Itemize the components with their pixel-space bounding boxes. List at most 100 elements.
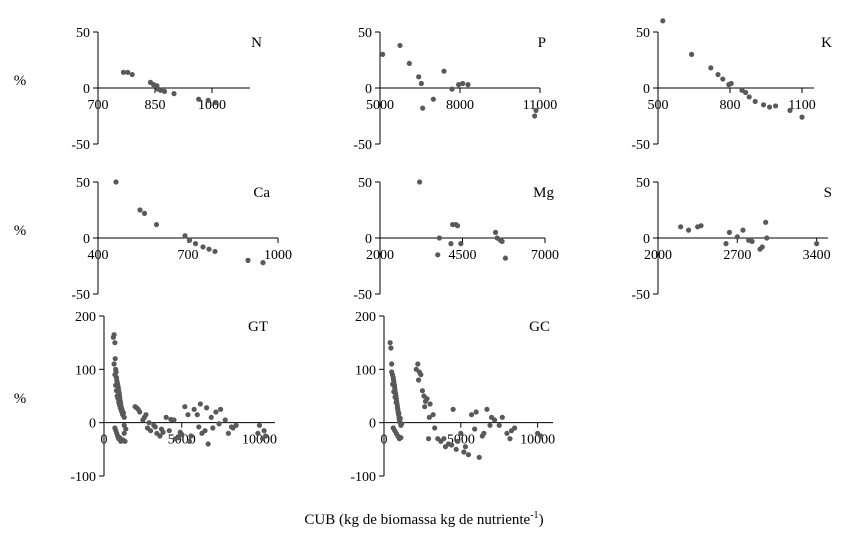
- x-tick-label: 800: [720, 98, 741, 113]
- panel-mg: 50 0 -50 2000 4500 7000 Mg: [353, 176, 559, 303]
- panel-title: Mg: [533, 185, 554, 201]
- y-tick-label: -50: [71, 288, 90, 303]
- x-tick-label: 2700: [723, 248, 751, 263]
- data-point: [176, 435, 182, 441]
- x-tick-label: 700: [88, 98, 109, 113]
- data-point: [426, 414, 432, 420]
- data-point: [166, 428, 172, 434]
- data-point: [111, 332, 117, 338]
- data-point: [389, 361, 395, 367]
- data-point: [448, 241, 454, 247]
- data-point: [767, 104, 773, 110]
- data-point: [188, 433, 194, 439]
- y-tick-label: 0: [365, 82, 372, 97]
- data-point: [454, 223, 461, 229]
- data-point: [225, 430, 231, 436]
- data-point: [153, 221, 160, 228]
- data-point: [120, 437, 126, 443]
- x-tick-label: 2000: [366, 248, 394, 263]
- data-point: [533, 107, 539, 113]
- data-point: [465, 82, 471, 88]
- data-point: [441, 68, 447, 74]
- x-axis-label: CUB (kg de biomassa kg de nutriente-1): [304, 510, 544, 528]
- data-point: [728, 80, 734, 87]
- data-point: [453, 446, 459, 452]
- data-point: [216, 421, 222, 427]
- data-point: [418, 80, 424, 87]
- data-point: [761, 102, 767, 108]
- data-point: [458, 430, 464, 436]
- panel-title: Ca: [253, 185, 270, 201]
- data-point: [499, 238, 505, 244]
- data-point: [435, 252, 441, 258]
- panel-title: GC: [529, 319, 550, 335]
- data-point: [186, 237, 193, 243]
- data-point: [436, 235, 442, 241]
- data-point: [479, 433, 485, 439]
- data-point: [720, 76, 726, 82]
- data-point: [197, 401, 203, 407]
- data-point: [129, 71, 135, 78]
- data-point: [390, 381, 396, 387]
- data-point: [799, 114, 805, 120]
- y-tick-label: 50: [636, 26, 650, 41]
- data-point: [749, 238, 755, 244]
- x-tick-label: 4500: [449, 248, 477, 263]
- panel-ca: 50 0 -50 400 700 1000 Ca: [71, 176, 292, 303]
- data-point: [137, 409, 143, 415]
- y-tick-label: -50: [71, 138, 90, 153]
- data-point: [134, 405, 140, 411]
- data-point: [185, 412, 191, 418]
- data-point: [112, 356, 118, 362]
- data-point: [422, 404, 428, 410]
- data-point: [212, 248, 218, 255]
- data-point: [752, 98, 758, 105]
- data-point: [449, 86, 455, 92]
- x-tick-label: 0: [381, 433, 388, 448]
- data-point: [396, 410, 402, 416]
- panel-title: N: [251, 35, 262, 51]
- data-point: [192, 241, 199, 247]
- data-point: [111, 361, 117, 367]
- data-point: [152, 424, 158, 430]
- y-axis-label: %: [14, 223, 27, 239]
- panel-p: 50 0 -50 5000 8000 11000 P: [353, 26, 557, 153]
- data-point: [398, 435, 404, 441]
- data-point: [415, 361, 421, 367]
- data-point: [416, 74, 422, 80]
- x-tick-label: 1100: [788, 98, 815, 113]
- data-point: [202, 428, 208, 434]
- data-point: [161, 88, 168, 94]
- data-point: [113, 382, 119, 388]
- data-point: [121, 414, 127, 420]
- data-point: [461, 449, 467, 455]
- y-tick-label: 0: [643, 232, 650, 247]
- data-point: [660, 18, 666, 24]
- data-point: [113, 179, 119, 185]
- x-tick-label: 0: [101, 433, 108, 448]
- data-point: [141, 210, 148, 216]
- data-point: [764, 235, 770, 241]
- data-point: [492, 229, 499, 235]
- data-point: [468, 412, 475, 418]
- x-tick-label: 400: [88, 248, 109, 263]
- data-point: [205, 441, 211, 447]
- x-tick-label: 700: [178, 248, 199, 263]
- data-point: [222, 417, 228, 423]
- data-point: [233, 422, 239, 428]
- x-tick-label: 500: [648, 98, 669, 113]
- y-tick-label: 0: [83, 82, 90, 97]
- data-point: [196, 96, 202, 102]
- data-point: [465, 452, 472, 458]
- data-point: [204, 405, 210, 411]
- data-point: [456, 82, 462, 88]
- data-point: [168, 416, 174, 423]
- data-point: [417, 179, 423, 185]
- data-point: [743, 89, 749, 96]
- data-point: [112, 372, 118, 378]
- data-point: [200, 244, 206, 250]
- y-tick-label: 50: [358, 26, 372, 41]
- data-point: [460, 80, 466, 87]
